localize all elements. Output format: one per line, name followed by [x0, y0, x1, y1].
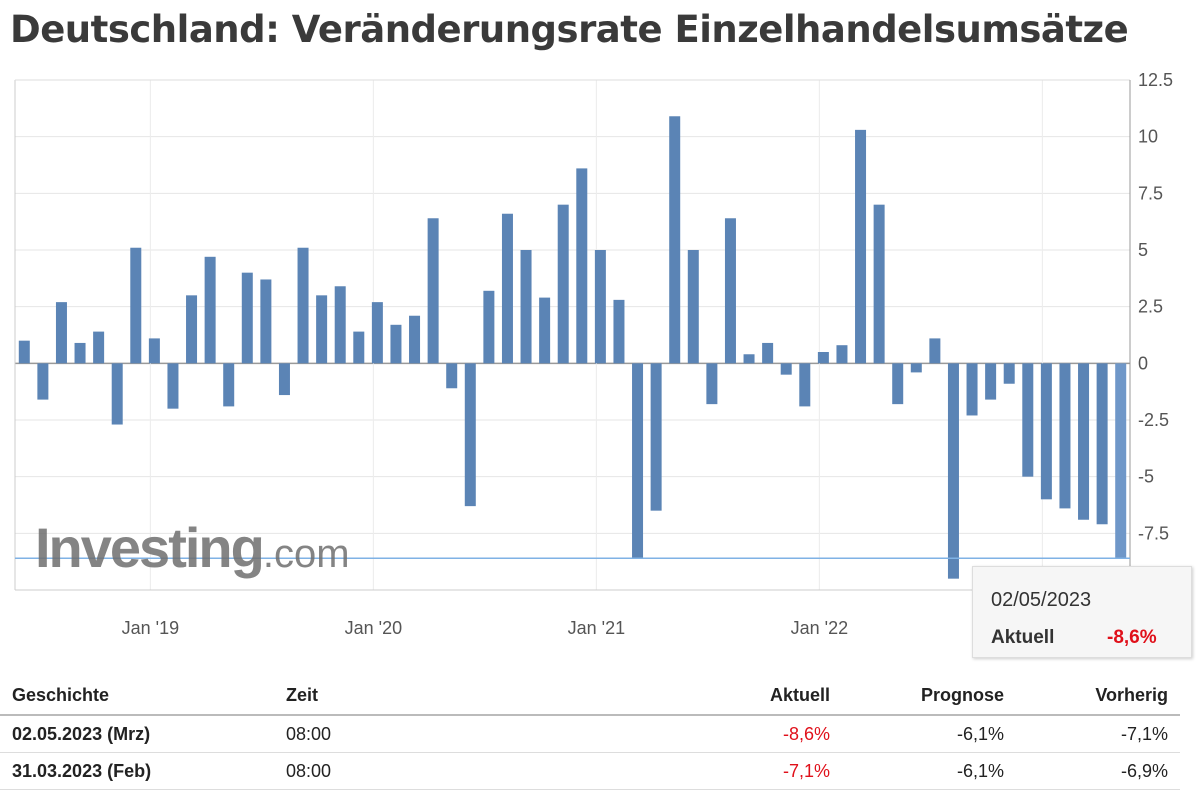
row-time: 08:00: [274, 752, 658, 790]
bar: [55, 302, 67, 364]
bar: [1096, 363, 1108, 525]
row-date: 31.03.2023 (Feb): [0, 752, 274, 790]
bar: [297, 247, 309, 364]
bar: [892, 363, 904, 405]
bar: [1059, 363, 1071, 509]
y-tick-label: 2.5: [1138, 297, 1163, 317]
y-tick-label: 12.5: [1138, 70, 1173, 90]
page-title: Deutschland: Veränderungsrate Einzelhand…: [10, 8, 1129, 51]
bar: [947, 363, 959, 579]
table-row: 31.03.2023 (Feb) 08:00 -7,1% -6,1% -6,9%: [0, 752, 1180, 790]
history-table: Geschichte Zeit Aktuell Prognose Vorheri…: [0, 676, 1180, 790]
bar: [223, 363, 235, 407]
bar: [1078, 363, 1090, 520]
row-forecast: -6,1%: [842, 752, 1016, 790]
bar: [260, 279, 272, 364]
bar: [594, 250, 606, 364]
bar: [780, 363, 792, 375]
table-row: 02.05.2023 (Mrz) 08:00 -8,6% -6,1% -7,1%: [0, 715, 1180, 753]
chart-tooltip: 02/05/2023 Aktuell -8,6%: [972, 566, 1192, 658]
bar: [204, 256, 216, 364]
bar: [557, 204, 569, 364]
bar: [278, 363, 290, 396]
bar: [74, 342, 86, 364]
bar: [836, 345, 848, 364]
row-forecast: -6,1%: [842, 715, 1016, 753]
y-tick-label: 0: [1138, 353, 1148, 373]
bar: [334, 286, 346, 364]
bar: [613, 299, 625, 364]
col-geschichte: Geschichte: [0, 676, 274, 716]
bar: [130, 247, 142, 364]
bar: [316, 295, 328, 364]
bar: [966, 363, 978, 416]
row-actual: -8,6%: [658, 715, 842, 753]
bar: [409, 315, 421, 364]
x-tick-label: Jan '20: [345, 618, 402, 638]
bar: [539, 297, 551, 364]
row-actual: -7,1%: [658, 752, 842, 790]
row-previous: -7,1%: [1016, 715, 1180, 753]
bar: [873, 204, 885, 364]
tooltip-label: Aktuell: [991, 627, 1055, 648]
row-time: 08:00: [274, 715, 658, 753]
row-date: 02.05.2023 (Mrz): [0, 715, 274, 753]
bar: [929, 338, 941, 364]
bar: [687, 250, 699, 364]
bar: [427, 218, 439, 364]
row-previous: -6,9%: [1016, 752, 1180, 790]
col-vorherig: Vorherig: [1016, 676, 1180, 716]
bar: [762, 342, 774, 364]
bar: [799, 363, 811, 407]
bar: [669, 116, 681, 364]
tooltip-date: 02/05/2023: [991, 589, 1092, 611]
y-tick-label: -7.5: [1138, 523, 1169, 543]
y-tick-label: -5: [1138, 467, 1154, 487]
x-tick-label: Jan '19: [122, 618, 179, 638]
bar: [985, 363, 997, 400]
y-tick-label: 5: [1138, 240, 1148, 260]
col-prognose: Prognose: [842, 676, 1016, 716]
bar: [743, 354, 755, 364]
bar: [148, 338, 160, 364]
bar: [1003, 363, 1015, 384]
bar: [632, 363, 644, 559]
bar: [371, 302, 383, 364]
col-zeit: Zeit: [274, 676, 658, 716]
bar: [446, 363, 458, 389]
bar: [1040, 363, 1052, 500]
y-tick-label: 10: [1138, 127, 1158, 147]
bar: [390, 324, 402, 364]
bar: [241, 272, 253, 364]
bar: [167, 363, 179, 409]
tooltip-value: -8,6%: [1107, 627, 1157, 648]
bar: [464, 363, 476, 507]
y-tick-label: 7.5: [1138, 183, 1163, 203]
bar: [650, 363, 662, 511]
table-header-row: Geschichte Zeit Aktuell Prognose Vorheri…: [0, 676, 1180, 716]
bar: [483, 290, 495, 364]
x-tick-label: Jan '21: [568, 618, 625, 638]
bar: [910, 363, 922, 373]
bar: [1022, 363, 1034, 477]
bar: [18, 340, 30, 364]
bar: [724, 218, 736, 364]
bar-chart: 12.5 10 7.5 5 2.5 0 -2.5 -5 -7.5 Jan '19 Jan '20 Ja…: [14, 70, 1173, 638]
bar: [186, 295, 198, 364]
investing-logo-watermark: Investing.com: [35, 516, 350, 579]
bar: [576, 168, 588, 364]
x-tick-label: Jan '22: [791, 618, 848, 638]
bar: [93, 331, 105, 364]
bar: [1115, 363, 1127, 559]
bar: [37, 363, 49, 400]
y-tick-label: -2.5: [1138, 410, 1169, 430]
bar: [817, 352, 829, 364]
col-aktuell: Aktuell: [658, 676, 842, 716]
bar: [353, 331, 365, 364]
bar: [520, 250, 532, 364]
bar: [706, 363, 718, 405]
bar: [501, 213, 513, 364]
bar: [855, 129, 867, 364]
bar: [111, 363, 123, 425]
